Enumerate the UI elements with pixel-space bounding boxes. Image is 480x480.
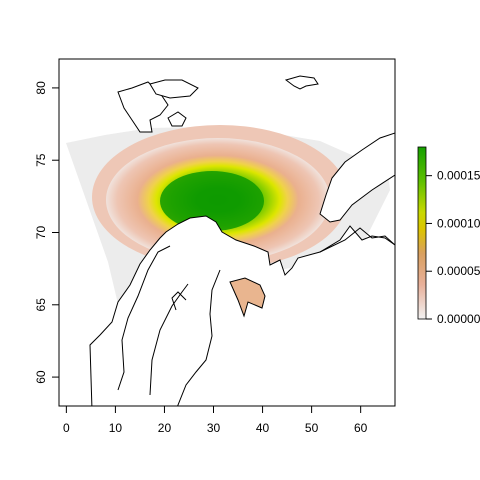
x-tick-label: 0 [63, 421, 70, 435]
landmass-nordaustlandet [149, 79, 199, 99]
x-tick-label: 60 [354, 421, 368, 435]
density-peak [160, 171, 264, 231]
x-tick-label: 50 [305, 421, 319, 435]
x-tick-label: 40 [256, 421, 270, 435]
x-tick-label: 30 [207, 421, 221, 435]
coastlines [89, 75, 395, 406]
y-tick-label: 65 [34, 298, 48, 312]
colorbar-tick-label: 0.00005 [437, 264, 480, 278]
y-tick-label: 80 [34, 81, 48, 95]
x-tick-label: 20 [158, 421, 172, 435]
colorbar-gradient [417, 146, 427, 320]
colorbar-tick-label: 0.00000 [437, 312, 480, 326]
colorbar: 0.00000 0.00005 0.00010 0.00015 [417, 146, 480, 326]
landmass-russia [319, 227, 395, 253]
landmass-svalbard [117, 81, 169, 133]
y-axis: 60 65 70 75 80 [34, 81, 60, 384]
colorbar-tick-label: 0.00010 [437, 216, 480, 230]
x-axis: 0 10 20 30 40 50 60 [63, 405, 368, 435]
white-sea [229, 277, 266, 318]
landmass-novaya-zemlya [319, 132, 395, 223]
map-panel [66, 75, 395, 406]
inland-borders [117, 245, 221, 406]
colorbar-tick-label: 0.00015 [437, 169, 480, 183]
landmass-svalbard-south [167, 111, 187, 127]
y-tick-label: 75 [34, 153, 48, 167]
x-tick-label: 10 [109, 421, 123, 435]
y-tick-label: 60 [34, 370, 48, 384]
y-tick-label: 70 [34, 226, 48, 240]
landmass-franz-josef [284, 75, 319, 90]
